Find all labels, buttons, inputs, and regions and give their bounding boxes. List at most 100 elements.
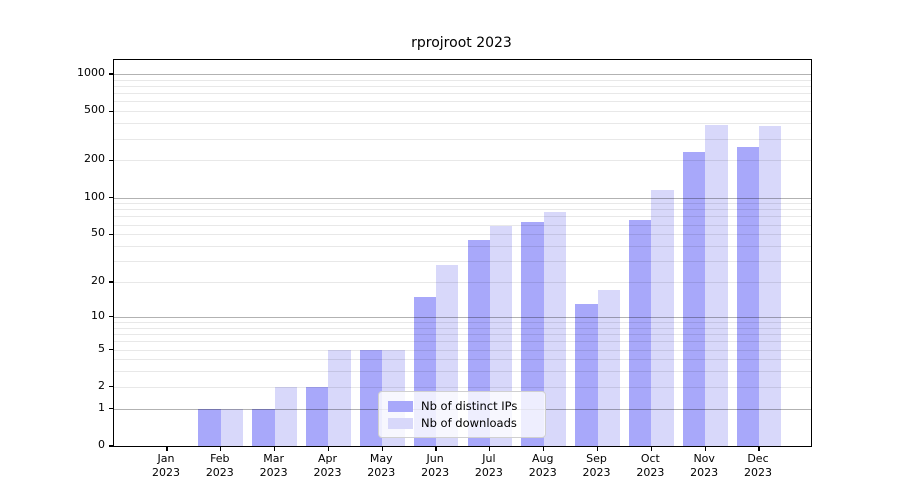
y-tick-label: 100 <box>84 189 105 203</box>
bar-distinct-ips <box>682 152 706 446</box>
x-tick-label: Oct 2023 <box>622 452 678 479</box>
x-tick-year: 2023 <box>690 465 719 479</box>
x-tick-label: Feb 2023 <box>192 452 248 479</box>
y-tick-label: 5 <box>98 341 105 355</box>
x-tick-label: Apr 2023 <box>299 452 355 479</box>
x-tick-label: Jun 2023 <box>407 452 463 479</box>
y-tick-mark <box>108 408 113 410</box>
x-tick-year: 2023 <box>528 465 557 479</box>
y-tick-label: 20 <box>91 274 105 288</box>
plot-area <box>108 59 812 452</box>
bar-distinct-ips <box>575 303 598 446</box>
x-tick-mark <box>596 447 599 452</box>
y-tick-mark <box>108 196 113 199</box>
y-tick-label: 10 <box>91 308 105 322</box>
x-tick-mark <box>381 447 383 452</box>
bar-downloads <box>651 190 674 446</box>
y-tick-label: 1000 <box>77 66 105 79</box>
bar-distinct-ips <box>252 408 275 446</box>
x-tick-label: Dec 2023 <box>730 452 786 479</box>
x-tick-mark <box>489 447 491 452</box>
x-tick-month: May <box>369 452 393 465</box>
bar-downloads <box>758 126 782 446</box>
x-tick-label: Sep 2023 <box>569 452 625 479</box>
x-tick-month: Sep <box>586 452 607 465</box>
x-tick-label: May 2023 <box>353 452 409 479</box>
y-tick-mark <box>108 233 113 235</box>
x-tick-label: Jul 2023 <box>461 452 517 479</box>
y-tick-label: 50 <box>91 226 105 240</box>
x-tick-label: Aug 2023 <box>515 452 571 479</box>
y-tick-label: 2 <box>98 378 105 392</box>
x-tick-month: Apr <box>317 452 337 465</box>
x-tick-label: Nov 2023 <box>676 452 732 479</box>
x-tick-year: 2023 <box>205 465 234 479</box>
x-tick-month: Mar <box>263 452 284 465</box>
bar-downloads <box>705 125 728 446</box>
x-tick-year: 2023 <box>421 465 450 479</box>
bar-distinct-ips <box>306 386 329 446</box>
legend-item: Nb of downloads <box>388 416 545 430</box>
bar-distinct-ips <box>359 349 383 446</box>
x-tick-mark <box>435 447 437 452</box>
bar-distinct-ips <box>628 219 652 446</box>
x-tick-month: Feb <box>210 452 230 465</box>
y-tick-mark <box>108 73 113 75</box>
x-tick-month: Dec <box>747 452 769 465</box>
x-tick-mark <box>166 447 168 452</box>
legend-label: Nb of downloads <box>421 416 517 430</box>
x-tick-month: Aug <box>531 452 554 465</box>
x-tick-mark <box>327 447 330 452</box>
y-tick-label: 0 <box>98 438 105 451</box>
y-tick-mark <box>108 445 113 447</box>
x-tick-label: Jan 2023 <box>138 452 194 479</box>
x-tick-mark <box>704 447 706 452</box>
bar-downloads <box>274 386 298 446</box>
gridline-major <box>114 74 811 75</box>
x-tick-month: Jan <box>157 452 175 465</box>
x-tick-month: Jun <box>426 452 444 465</box>
x-tick-year: 2023 <box>636 465 665 479</box>
bar-downloads <box>328 349 351 446</box>
x-tick-label: Mar 2023 <box>246 452 302 479</box>
y-tick-label: 500 <box>84 103 105 117</box>
x-tick-year: 2023 <box>743 465 772 479</box>
x-tick-year: 2023 <box>152 465 180 479</box>
x-tick-mark <box>758 447 760 452</box>
bar-distinct-ips <box>736 146 759 446</box>
gridline-minor <box>114 86 811 87</box>
gridline-minor <box>114 123 811 125</box>
y-tick-label: 200 <box>84 152 105 166</box>
legend-swatch-downloads <box>388 417 413 429</box>
x-tick-year: 2023 <box>474 465 503 479</box>
y-tick-mark <box>108 316 113 318</box>
bar-downloads <box>597 290 620 446</box>
gridline-minor <box>114 79 811 81</box>
chart-title: rprojroot 2023 <box>411 35 512 51</box>
legend-label: Nb of distinct IPs <box>421 399 518 413</box>
legend-swatch-distinct-ips <box>388 400 413 412</box>
x-tick-year: 2023 <box>367 465 396 479</box>
bar-distinct-ips <box>198 408 221 446</box>
x-tick-mark <box>650 447 652 452</box>
y-tick-mark <box>108 159 113 162</box>
y-tick-label: 1 <box>98 400 105 414</box>
y-tick-mark <box>108 281 113 283</box>
legend-item: Nb of distinct IPs <box>388 399 545 413</box>
bar-downloads <box>543 212 567 446</box>
x-tick-month: Nov <box>693 452 715 465</box>
x-tick-mark <box>220 447 222 452</box>
gridline-minor <box>114 101 811 103</box>
bar-distinct-ips <box>521 222 544 446</box>
x-tick-mark <box>543 447 545 452</box>
y-tick-mark <box>108 386 113 388</box>
x-tick-mark <box>274 447 276 452</box>
bar-downloads <box>220 408 244 446</box>
gridline-minor <box>114 93 811 95</box>
y-tick-mark <box>108 110 113 112</box>
x-tick-year: 2023 <box>313 465 342 479</box>
x-tick-month: Oct <box>640 452 660 465</box>
x-tick-year: 2023 <box>582 465 611 479</box>
gridline-minor <box>114 111 811 113</box>
